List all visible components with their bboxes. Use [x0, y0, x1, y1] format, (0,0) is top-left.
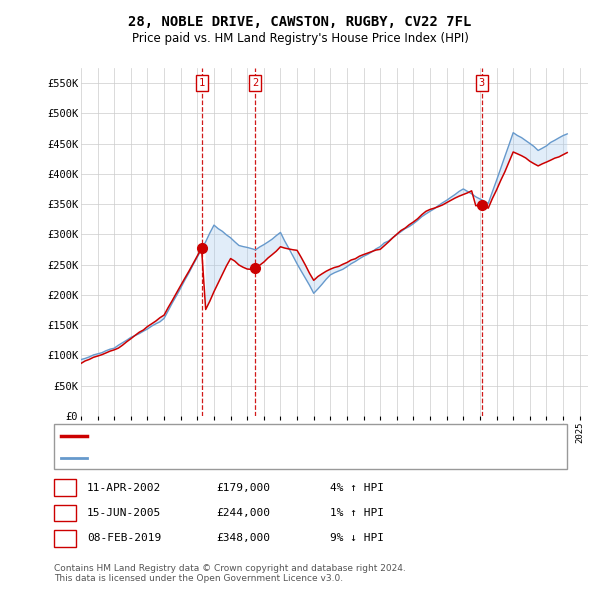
Text: 2: 2: [62, 508, 68, 518]
Text: 2: 2: [252, 78, 258, 88]
Text: 4% ↑ HPI: 4% ↑ HPI: [330, 483, 384, 493]
Text: £348,000: £348,000: [216, 533, 270, 543]
Text: 28, NOBLE DRIVE, CAWSTON, RUGBY, CV22 7FL: 28, NOBLE DRIVE, CAWSTON, RUGBY, CV22 7F…: [128, 15, 472, 29]
Text: 1: 1: [199, 78, 205, 88]
Text: 1% ↑ HPI: 1% ↑ HPI: [330, 508, 384, 518]
Text: £244,000: £244,000: [216, 508, 270, 518]
Text: HPI: Average price, detached house, Rugby: HPI: Average price, detached house, Rugb…: [91, 453, 347, 463]
Text: 1: 1: [62, 483, 68, 493]
Text: 3: 3: [479, 78, 485, 88]
Text: 15-JUN-2005: 15-JUN-2005: [87, 508, 161, 518]
Text: 08-FEB-2019: 08-FEB-2019: [87, 533, 161, 543]
Text: 9% ↓ HPI: 9% ↓ HPI: [330, 533, 384, 543]
Text: Contains HM Land Registry data © Crown copyright and database right 2024.
This d: Contains HM Land Registry data © Crown c…: [54, 563, 406, 583]
Text: 11-APR-2002: 11-APR-2002: [87, 483, 161, 493]
Text: Price paid vs. HM Land Registry's House Price Index (HPI): Price paid vs. HM Land Registry's House …: [131, 32, 469, 45]
Text: £179,000: £179,000: [216, 483, 270, 493]
Text: 3: 3: [62, 533, 68, 543]
Text: 28, NOBLE DRIVE, CAWSTON, RUGBY, CV22 7FL (detached house): 28, NOBLE DRIVE, CAWSTON, RUGBY, CV22 7F…: [91, 431, 454, 441]
